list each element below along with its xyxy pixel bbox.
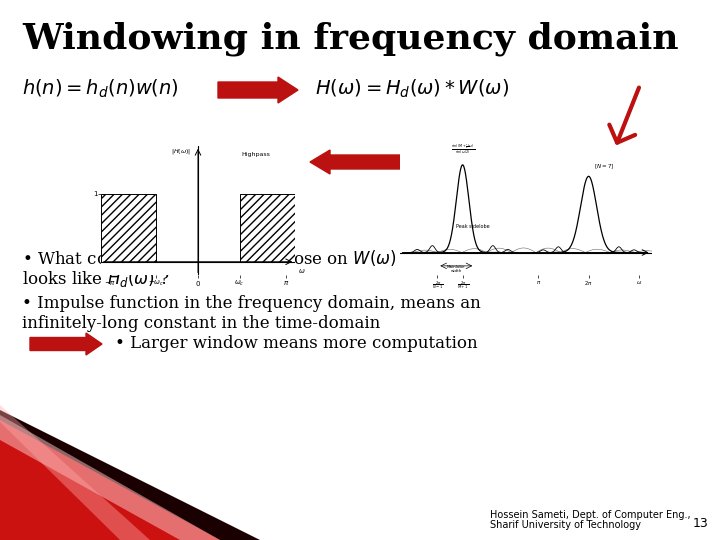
Text: $H(\omega) = H_d(\omega)*W(\omega)$: $H(\omega) = H_d(\omega)*W(\omega)$ — [315, 78, 509, 100]
FancyArrow shape — [310, 150, 410, 174]
Text: • Impulse function in the frequency domain, means an: • Impulse function in the frequency doma… — [22, 295, 481, 312]
Text: $h(n) = h_d(n)w(n)$: $h(n) = h_d(n)w(n)$ — [22, 78, 179, 100]
Bar — [240, 193, 295, 262]
FancyArrow shape — [30, 333, 102, 355]
Text: 13: 13 — [692, 517, 708, 530]
Text: $\frac{\sin((M+\frac{1}{2})\omega)}{\sin(\omega/2)}$: $\frac{\sin((M+\frac{1}{2})\omega)}{\sin… — [451, 143, 474, 156]
Bar — [101, 193, 156, 262]
FancyArrow shape — [218, 77, 298, 103]
Text: • What condition should we impose on $W(\omega)$ so that $H(\omega)$: • What condition should we impose on $W(… — [22, 248, 505, 270]
Text: infinitely-long constant in the time-domain: infinitely-long constant in the time-dom… — [22, 315, 380, 332]
FancyArrowPatch shape — [609, 87, 639, 143]
Text: $[N=7]$: $[N=7]$ — [594, 163, 613, 171]
Polygon shape — [0, 420, 220, 540]
Text: Hossein Sameti, Dept. of Computer Eng.,: Hossein Sameti, Dept. of Computer Eng., — [490, 510, 690, 520]
Polygon shape — [0, 415, 220, 540]
Text: $\omega$: $\omega$ — [297, 267, 305, 275]
Polygon shape — [0, 410, 260, 540]
Text: Windowing in frequency domain: Windowing in frequency domain — [22, 22, 679, 57]
Text: Mainlobe
width: Mainlobe width — [447, 265, 466, 273]
Text: looks like $H_d(\omega)$ ?: looks like $H_d(\omega)$ ? — [22, 268, 170, 289]
Text: Highpass: Highpass — [241, 152, 270, 157]
Polygon shape — [0, 405, 150, 540]
Text: • Larger window means more computation: • Larger window means more computation — [115, 335, 477, 352]
Text: $|H(\omega)|$: $|H(\omega)|$ — [171, 147, 191, 156]
Text: Peak sidelobe: Peak sidelobe — [456, 224, 490, 229]
Text: Sharif University of Technology: Sharif University of Technology — [490, 520, 641, 530]
